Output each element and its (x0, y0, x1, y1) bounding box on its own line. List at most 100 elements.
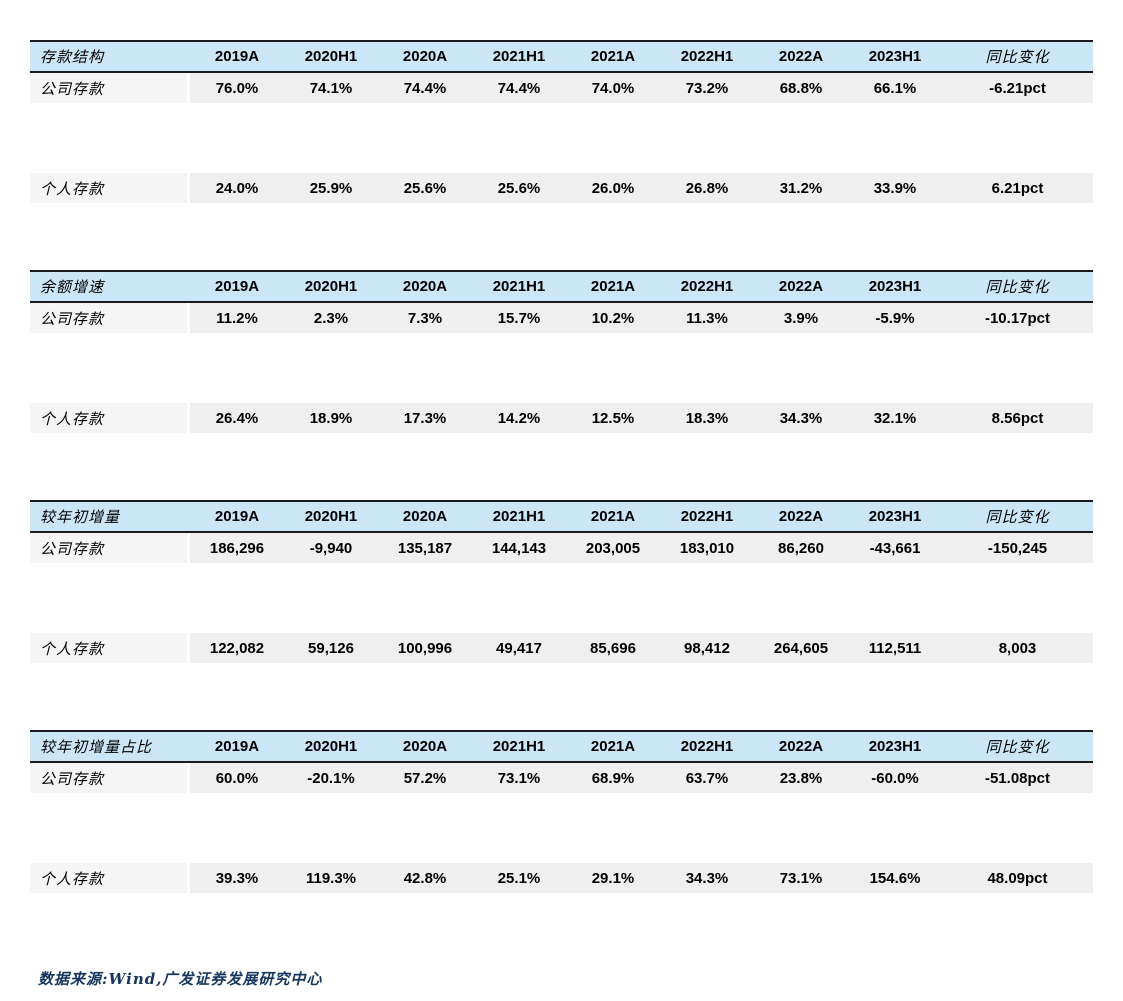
data-cell: 183,010 (660, 533, 754, 563)
column-header-yoy-change: 同比变化 (985, 508, 1050, 526)
data-cell: 74.4% (378, 73, 472, 103)
table-ytd-increment: 较年初增量 2019A 2020H1 2020A 2021H1 2021A 20… (30, 500, 1093, 663)
data-cell: 112,511 (848, 633, 942, 663)
column-header-2022a: 2022A (778, 738, 824, 755)
data-source-note: 数据来源:Wind,广发证券发展研究中心 (38, 970, 323, 988)
data-cell: -43,661 (848, 533, 942, 563)
column-header-yoy-change: 同比变化 (985, 48, 1050, 66)
data-cell: 2.3% (284, 303, 378, 333)
table-row-corporate-deposits: 公司存款 186,296 -9,940 135,187 144,143 203,… (30, 533, 1093, 563)
data-cell: 39.3% (190, 863, 284, 893)
page-footer: 数据来源:Wind,广发证券发展研究中心 (38, 968, 1123, 989)
data-cell-yoy: -6.21pct (942, 73, 1093, 103)
column-header-2019a: 2019A (214, 738, 260, 755)
column-header-2023h1: 2023H1 (868, 738, 922, 755)
data-cell-yoy: 48.09pct (942, 863, 1093, 893)
column-header-yoy-change: 同比变化 (985, 738, 1050, 756)
column-header-2021a: 2021A (590, 278, 636, 295)
data-cell: 31.2% (754, 173, 848, 203)
data-cell: 12.5% (566, 403, 660, 433)
data-cell: 15.7% (472, 303, 566, 333)
row-label: 个人存款 (30, 633, 190, 663)
data-cell: 119.3% (284, 863, 378, 893)
column-header-2020a: 2020A (402, 278, 448, 295)
table-title: 较年初增量占比 (40, 738, 153, 756)
data-cell: 144,143 (472, 533, 566, 563)
column-header-2022a: 2022A (778, 48, 824, 65)
data-cell-yoy: 8,003 (942, 633, 1093, 663)
data-cell: 25.9% (284, 173, 378, 203)
data-cell-yoy: 8.56pct (942, 403, 1093, 433)
row-spacer (30, 103, 1093, 173)
data-cell: 26.8% (660, 173, 754, 203)
row-label: 公司存款 (30, 303, 190, 333)
data-cell-yoy: -150,245 (942, 533, 1093, 563)
table-row-corporate-deposits: 公司存款 76.0% 74.1% 74.4% 74.4% 74.0% 73.2%… (30, 73, 1093, 103)
table-header-row: 余额增速 2019A 2020H1 2020A 2021H1 2021A 202… (30, 270, 1093, 303)
data-cell: 73.2% (660, 73, 754, 103)
data-cell: 122,082 (190, 633, 284, 663)
data-cell: 26.4% (190, 403, 284, 433)
column-header-2019a: 2019A (214, 278, 260, 295)
table-row-corporate-deposits: 公司存款 60.0% -20.1% 57.2% 73.1% 68.9% 63.7… (30, 763, 1093, 793)
data-cell: 26.0% (566, 173, 660, 203)
table-header-row: 较年初增量 2019A 2020H1 2020A 2021H1 2021A 20… (30, 500, 1093, 533)
data-cell: 49,417 (472, 633, 566, 663)
table-title: 较年初增量 (40, 508, 121, 526)
data-cell: 135,187 (378, 533, 472, 563)
column-header-2021a: 2021A (590, 738, 636, 755)
data-cell: 18.3% (660, 403, 754, 433)
column-header-2021h1: 2021H1 (492, 278, 546, 295)
data-cell: 25.6% (472, 173, 566, 203)
data-cell: 98,412 (660, 633, 754, 663)
row-label: 个人存款 (30, 403, 190, 433)
column-header-2022a: 2022A (778, 278, 824, 295)
table-row-personal-deposits: 个人存款 26.4% 18.9% 17.3% 14.2% 12.5% 18.3%… (30, 403, 1093, 433)
data-cell: 154.6% (848, 863, 942, 893)
column-header-2021h1: 2021H1 (492, 508, 546, 525)
column-header-2021a: 2021A (590, 508, 636, 525)
column-header-2021a: 2021A (590, 48, 636, 65)
table-row-personal-deposits: 个人存款 122,082 59,126 100,996 49,417 85,69… (30, 633, 1093, 663)
data-cell: 74.4% (472, 73, 566, 103)
column-header-2023h1: 2023H1 (868, 278, 922, 295)
data-cell: 29.1% (566, 863, 660, 893)
column-header-2023h1: 2023H1 (868, 508, 922, 525)
column-header-2020h1: 2020H1 (304, 48, 358, 65)
column-header-2022h1: 2022H1 (680, 738, 734, 755)
data-cell: 42.8% (378, 863, 472, 893)
data-cell: 32.1% (848, 403, 942, 433)
data-cell: 10.2% (566, 303, 660, 333)
table-ytd-increment-share: 较年初增量占比 2019A 2020H1 2020A 2021H1 2021A … (30, 730, 1093, 893)
table-row-corporate-deposits: 公司存款 11.2% 2.3% 7.3% 15.7% 10.2% 11.3% 3… (30, 303, 1093, 333)
data-cell: 34.3% (754, 403, 848, 433)
column-header-2020h1: 2020H1 (304, 278, 358, 295)
row-label: 公司存款 (30, 763, 190, 793)
data-cell: 68.9% (566, 763, 660, 793)
data-cell: -9,940 (284, 533, 378, 563)
column-header-2022h1: 2022H1 (680, 48, 734, 65)
data-cell: 7.3% (378, 303, 472, 333)
data-cell: 186,296 (190, 533, 284, 563)
data-cell: 14.2% (472, 403, 566, 433)
column-header-2021h1: 2021H1 (492, 738, 546, 755)
data-cell: 25.6% (378, 173, 472, 203)
data-cell: 25.1% (472, 863, 566, 893)
data-cell: 76.0% (190, 73, 284, 103)
data-cell: -5.9% (848, 303, 942, 333)
column-header-2021h1: 2021H1 (492, 48, 546, 65)
table-title: 余额增速 (40, 278, 105, 296)
data-cell-yoy: -10.17pct (942, 303, 1093, 333)
data-cell: 24.0% (190, 173, 284, 203)
data-cell: 59,126 (284, 633, 378, 663)
data-cell: 63.7% (660, 763, 754, 793)
data-cell: 85,696 (566, 633, 660, 663)
table-balance-growth: 余额增速 2019A 2020H1 2020A 2021H1 2021A 202… (30, 270, 1093, 433)
column-header-2020h1: 2020H1 (304, 508, 358, 525)
table-title: 存款结构 (40, 48, 105, 66)
column-header-2020h1: 2020H1 (304, 738, 358, 755)
table-header-row: 存款结构 2019A 2020H1 2020A 2021H1 2021A 202… (30, 40, 1093, 73)
column-header-2019a: 2019A (214, 508, 260, 525)
data-cell: 264,605 (754, 633, 848, 663)
